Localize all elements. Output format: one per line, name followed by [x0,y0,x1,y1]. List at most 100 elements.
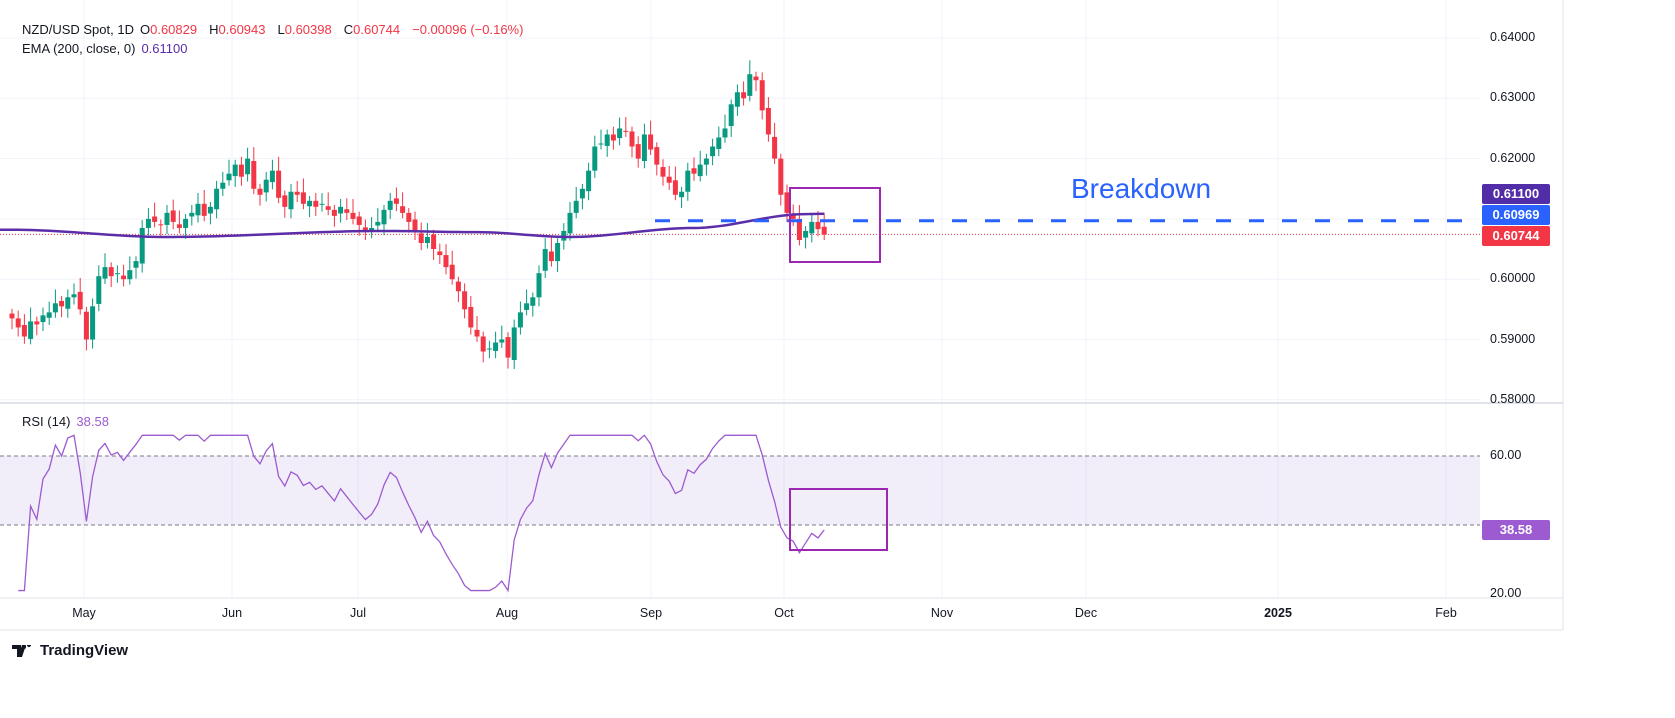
ema-value: 0.61100 [141,41,188,56]
candle-down [350,212,356,219]
candle-up [542,249,548,271]
candle-down [666,176,672,183]
candle-up [697,164,703,177]
candle-up [809,221,815,234]
price-legend: NZD/USD Spot, 1D O0.60829 H0.60943 L0.60398… [22,22,529,37]
candle-down [505,337,511,358]
open-value: 0.60829 [150,22,198,37]
rsi-tick-60: 60.00 [1490,448,1522,462]
candle-down [623,130,629,132]
open-label: O [139,22,151,37]
candle-down [356,216,362,225]
candle-up [195,203,201,216]
change-value: −0.00096 (−0.16%) [412,22,524,37]
high-value: 0.60943 [218,22,266,37]
candle-up [46,312,52,318]
candle-down [778,158,784,195]
candle-up [573,200,579,213]
rsi-value: 38.58 [76,414,109,429]
candle-down [176,224,182,228]
tradingview-logo-icon [12,644,31,657]
time-tick-label: Dec [1074,606,1098,620]
candle-up [52,303,58,313]
candle-up [685,170,691,192]
price-tick-label: 0.64000 [1490,30,1536,44]
candle-up [145,218,151,228]
candle-down [294,191,300,195]
candle-up [536,273,542,298]
candle-down [83,311,89,340]
candle-down [412,219,418,231]
candle-down [108,267,114,277]
candle-up [90,306,96,340]
candle-down [765,107,771,135]
time-tick-label: Sep [639,606,663,620]
candle-down [282,195,288,207]
candle-up [604,134,610,146]
candle-down [815,221,821,230]
candle-down [431,234,437,250]
candle-up [207,206,213,214]
time-tick-label: Nov [930,606,954,620]
ema-legend[interactable]: EMA (200, close, 0) 0.61100 [22,41,193,56]
candle-down [251,161,257,189]
candle-down [21,325,27,337]
candle-down [313,200,319,207]
candle-down [462,291,468,310]
candle-up [214,188,220,210]
candle-up [164,212,170,225]
candle-down [9,313,15,319]
candle-up [567,212,573,234]
price-tick-label: 0.62000 [1490,150,1536,165]
ema-label: EMA (200, close, 0) [22,41,136,56]
candle-up [375,221,381,226]
candle-up [40,315,46,323]
candle-up [530,297,536,306]
candle-down [152,216,158,222]
candle-up [747,74,753,96]
candle-up [133,261,139,268]
candle-up [579,188,585,199]
candle-up [245,158,251,175]
candle-up [127,270,133,280]
last-price-tag: 0.60744 [1482,226,1550,246]
candle-down [480,336,486,352]
tradingview-logo[interactable]: TradingView [12,642,128,659]
candle-up [722,128,728,138]
time-tick-label: Jun [221,606,243,620]
time-tick-label: May [72,606,96,620]
candle-down [331,209,337,216]
candle-down [437,251,443,256]
candle-up [524,303,530,310]
candle-down [753,76,759,81]
candle-down [648,134,654,150]
candle-up [486,348,492,350]
symbol-label[interactable]: NZD/USD Spot, 1D [22,22,134,37]
candle-up [232,164,238,177]
candle-up [679,191,685,198]
candle-up [592,146,598,171]
candle-up [220,182,226,189]
candle-up [102,267,108,279]
candle-up [493,342,499,351]
candle-down [443,255,449,268]
ema-200-line [0,212,825,239]
rsi-legend[interactable]: RSI (14) 38.58 [22,414,115,429]
candle-up [319,203,325,205]
candle-down [660,167,666,177]
price-tick-label: 0.63000 [1490,90,1536,105]
price-tick-label: 0.58000 [1490,391,1536,406]
candle-up [139,227,145,264]
candle-up [369,227,375,231]
candle-up [598,143,604,145]
candle-down [406,212,412,222]
candle-up [28,321,34,339]
candle-down [400,206,406,213]
time-tick-label: Jul [350,606,366,620]
candle-up [338,206,344,214]
candle-down [474,329,480,337]
candle-up [71,294,77,298]
candle-down [15,318,21,328]
candle-up [703,158,709,165]
